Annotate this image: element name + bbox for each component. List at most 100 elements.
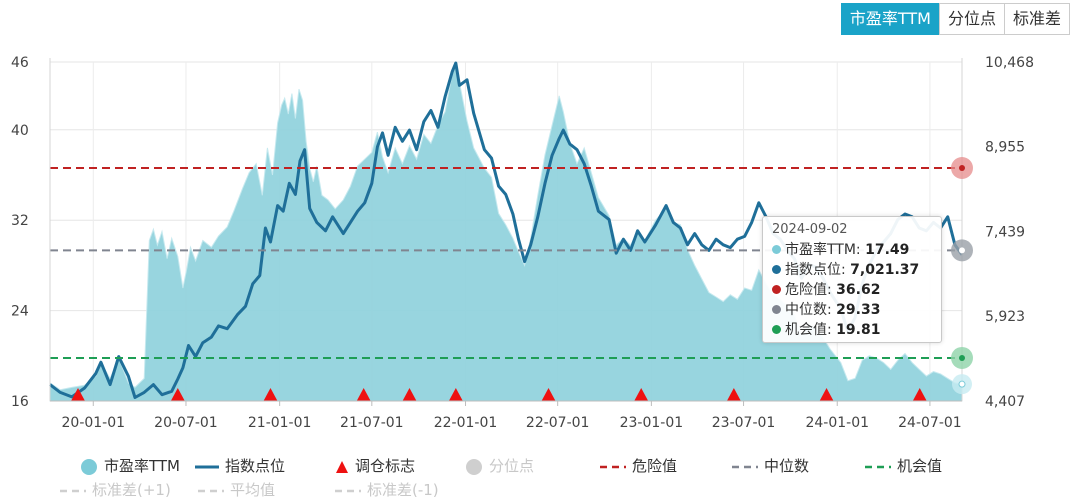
tooltip-label: 指数点位: <box>785 262 851 278</box>
pe-end-dot-icon <box>958 380 966 388</box>
danger-end-dot-icon <box>959 164 965 171</box>
rebalance-triangle-icon <box>726 388 741 401</box>
legend-label: 标准差(+1) <box>92 481 171 499</box>
legend-item[interactable]: 平均值 <box>198 478 275 502</box>
opportunity-end-dot-icon <box>959 354 965 361</box>
circle-icon <box>81 458 97 475</box>
legend-label: 平均值 <box>230 481 276 499</box>
tooltip-label: 机会值: <box>785 322 837 338</box>
tooltip-value: 29.33 <box>836 302 881 318</box>
triangle-icon <box>336 460 348 473</box>
tooltip-row-index: 指数点位: 7,021.37 <box>772 260 932 280</box>
rebalance-triangle-icon <box>356 388 371 401</box>
tooltip-date: 2024-09-02 <box>772 222 848 237</box>
x-tick-label: 22-01-01 <box>434 415 498 431</box>
opportunity-dot-icon <box>772 325 781 334</box>
legend-item[interactable]: 标准差(-1) <box>335 478 439 502</box>
dashed-line-icon <box>865 465 891 468</box>
y-right-tick-label: 10,468 <box>985 55 1034 71</box>
tooltip-row-danger: 危险值: 36.62 <box>772 280 932 300</box>
tooltip-row-median: 中位数: 29.33 <box>772 300 932 320</box>
x-tick-label: 21-01-01 <box>248 415 312 431</box>
tooltip-value: 19.81 <box>836 322 881 338</box>
rebalance-markers <box>71 388 927 401</box>
y-right-tick-label: 8,955 <box>985 140 1025 156</box>
y-right-tick-label: 5,923 <box>985 309 1025 325</box>
x-tick-label: 22-07-01 <box>526 415 590 431</box>
rebalance-triangle-icon <box>634 388 649 401</box>
symbol-shape <box>466 458 482 475</box>
dashed-line-icon <box>60 489 86 492</box>
symbol-shape <box>336 460 348 473</box>
index-dot-icon <box>772 265 781 274</box>
tab-pe-ttm[interactable]: 市盈率TTM <box>840 3 940 35</box>
legend-label: 标准差(-1) <box>367 481 439 499</box>
danger-dot-icon <box>772 285 781 294</box>
tooltip-value: 36.62 <box>836 282 881 298</box>
x-tick-label: 20-01-01 <box>62 415 126 431</box>
legend-item[interactable]: 指数点位 <box>195 454 285 478</box>
tooltip-row-pe: 市盈率TTM: 17.49 <box>772 240 932 260</box>
x-tick-label: 20-07-01 <box>154 415 218 431</box>
legend-item[interactable]: 中位数 <box>732 454 809 478</box>
median-end-dot-icon <box>959 247 965 254</box>
legend-label: 分位点 <box>489 457 535 475</box>
legend-row-2: 标准差(+1) 平均值 标准差(-1) <box>60 478 1060 502</box>
legend-item[interactable]: 危险值 <box>600 454 677 478</box>
rebalance-triangle-icon <box>541 388 556 401</box>
legend-label: 危险值 <box>632 457 678 475</box>
y-left-tick-label: 46 <box>11 55 29 71</box>
tooltip-value: 7,021.37 <box>850 262 920 278</box>
x-tick-label: 24-07-01 <box>898 415 962 431</box>
tab-percentile[interactable]: 分位点 <box>938 3 1005 35</box>
y-left-tick-label: 16 <box>11 394 29 410</box>
rebalance-triangle-icon <box>263 388 278 401</box>
tooltip-label: 危险值: <box>785 282 837 298</box>
legend-label: 机会值 <box>897 457 943 475</box>
legend-item[interactable]: 分位点 <box>465 454 534 478</box>
y-left-tick-label: 24 <box>11 304 29 320</box>
dashed-line-icon <box>732 465 758 468</box>
tooltip-label: 市盈率TTM: <box>785 242 866 258</box>
y-left-tick-label: 40 <box>11 123 29 139</box>
chart-legend: 市盈率TTM 指数点位 调仓标志 分位点 危险值 中位数 机会值 标准差(+1) 平均值 标准差… <box>60 454 1060 502</box>
y-right-tick-label: 7,439 <box>985 224 1025 240</box>
legend-item[interactable]: 市盈率TTM <box>80 454 180 478</box>
tooltip-label: 中位数: <box>785 302 837 318</box>
x-tick-label: 23-07-01 <box>712 415 776 431</box>
x-tick-label: 23-01-01 <box>620 415 684 431</box>
rebalance-triangle-icon <box>170 388 185 401</box>
axes: 16 24 32 40 46 4,407 5,923 7,439 8,955 10,468 20-0… <box>11 55 1034 431</box>
circle-icon <box>466 458 482 475</box>
legend-label: 中位数 <box>764 457 810 475</box>
rebalance-triangle-icon <box>819 388 834 401</box>
y-right-tick-label: 4,407 <box>985 394 1025 410</box>
tooltip-value: 17.49 <box>865 242 910 258</box>
rebalance-triangle-icon <box>912 388 927 401</box>
dashed-line-icon <box>600 465 626 468</box>
legend-item[interactable]: 调仓标志 <box>335 454 415 478</box>
legend-row-1: 市盈率TTM 指数点位 调仓标志 分位点 危险值 中位数 机会值 <box>60 454 1060 478</box>
valuation-chart[interactable]: 16 24 32 40 46 4,407 5,923 7,439 8,955 10,468 20-0… <box>0 0 1080 450</box>
series-end-markers <box>951 156 973 395</box>
metric-tabs: 市盈率TTM 分位点 标准差 <box>840 3 1070 35</box>
tooltip-row-opportunity: 机会值: 19.81 <box>772 320 932 340</box>
rebalance-triangle-icon <box>402 388 417 401</box>
tab-std-dev[interactable]: 标准差 <box>1003 3 1070 35</box>
y-left-tick-label: 32 <box>11 213 29 229</box>
legend-item[interactable]: 机会值 <box>865 454 942 478</box>
legend-label: 指数点位 <box>225 457 286 475</box>
legend-label: 市盈率TTM <box>104 457 181 475</box>
x-tick-label: 24-01-01 <box>805 415 869 431</box>
dashed-line-icon <box>335 489 361 492</box>
symbol-shape <box>81 458 97 475</box>
legend-item[interactable]: 标准差(+1) <box>60 478 171 502</box>
x-tick-label: 21-07-01 <box>340 415 404 431</box>
pe-dot-icon <box>772 245 781 254</box>
line-icon <box>195 465 219 468</box>
dashed-line-icon <box>198 489 224 492</box>
legend-label: 调仓标志 <box>355 457 416 475</box>
median-dot-icon <box>772 305 781 314</box>
rebalance-triangle-icon <box>448 388 463 401</box>
rebalance-triangle-icon <box>71 388 86 401</box>
